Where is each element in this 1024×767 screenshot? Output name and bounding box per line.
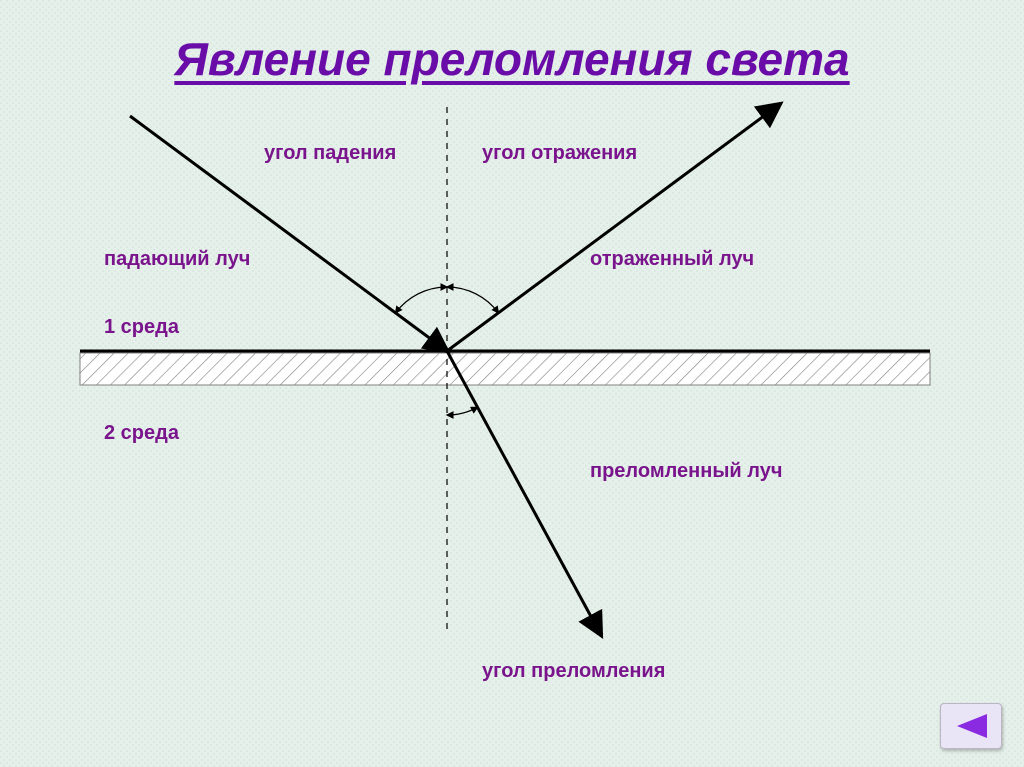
- medium-boundary-hatch: [80, 353, 930, 385]
- label-reflection-angle: угол отражения: [482, 142, 637, 165]
- arc-incidence-angle: [396, 287, 447, 313]
- arc-refraction-angle: [447, 407, 478, 415]
- label-refraction-angle: угол преломления: [482, 660, 665, 683]
- refracted-ray: [447, 351, 601, 635]
- label-incident-ray: падающий луч: [104, 248, 250, 271]
- label-incidence-angle: угол падения: [264, 142, 396, 165]
- label-reflected-ray: отраженный луч: [590, 248, 754, 271]
- triangle-left-icon: [951, 712, 991, 740]
- prev-slide-button[interactable]: [940, 703, 1002, 749]
- refraction-diagram: [0, 0, 1024, 767]
- arc-reflection-angle: [447, 287, 498, 313]
- label-medium-2: 2 среда: [104, 422, 179, 445]
- label-medium-1: 1 среда: [104, 316, 179, 339]
- label-refracted-ray: преломленный луч: [590, 460, 782, 483]
